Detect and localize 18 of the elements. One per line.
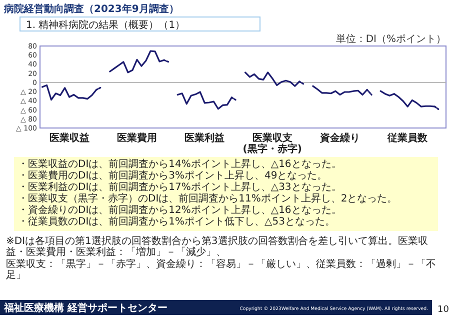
text: ・医業収益のDIは、前回調査から14%ポイント上昇し、△16となった。 (18, 158, 342, 170)
text: ※DIは各項目の第1選択肢の回答数割合から第3選択肢の回答数割合を差し引いて算出。医業収益・医業費用・医業利益：「増加」－「減少」、 (6, 236, 429, 258)
text: ・医業費用のDIは、前回調査から3%ポイント上昇し、49となった。 (18, 170, 328, 182)
text: ・医業収支（黒字・赤字）のDIは、前回調査から11%ポイント上昇し、2となった。 (18, 192, 398, 204)
x-tick-label: 従業員数 (386, 132, 429, 144)
text: ・従業員数のDIは、前回調査から1%ポイント低下し、△53となった。 (18, 216, 335, 228)
x-tick-label: 医業利益 (184, 132, 225, 144)
x-tick-label: 医業収支 (黒字・赤字) (242, 132, 302, 155)
x-tick-label: 資金繰り (318, 132, 360, 144)
x-tick-label: 医業収益 (49, 132, 90, 144)
chart-subtitle: 1. 精神科病院の結果（概要）（1） (26, 19, 186, 31)
text: 福祉医療機構 経営サポートセンター (3, 302, 168, 314)
text: 単位：DI（%ポイント） (336, 33, 446, 45)
text: ・資金繰りのDIは、前回調査から12%ポイント上昇し、△16となった。 (18, 204, 342, 216)
x-tick-label: 医業費用 (116, 132, 157, 144)
text: ・医業利益のDIは、前回調査から17%ポイント上昇し、△33となった。 (18, 181, 342, 193)
text: 10 (438, 305, 450, 315)
chart-title: 病院経営動向調査（2023年9月調査） (3, 3, 179, 15)
